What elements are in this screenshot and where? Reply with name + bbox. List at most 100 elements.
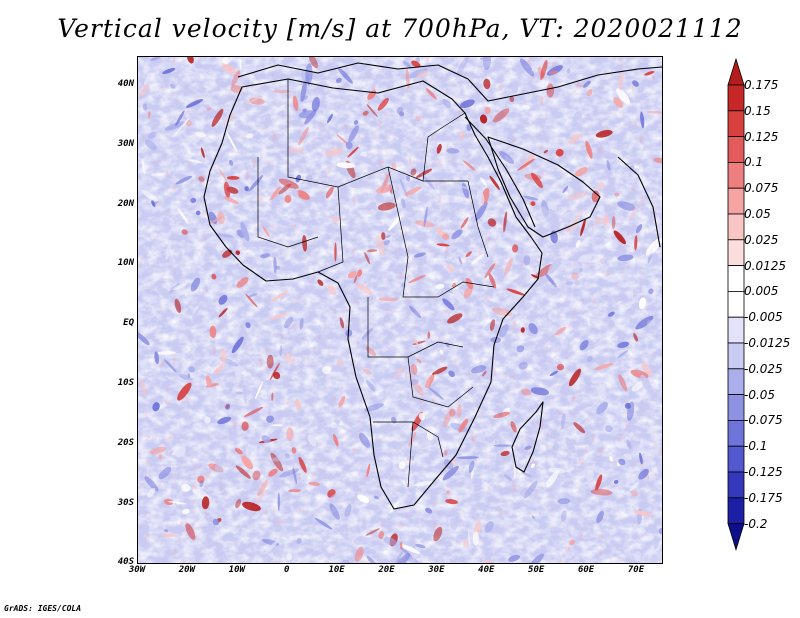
descent-cell: [393, 549, 404, 563]
descent-cell: [162, 68, 176, 74]
ascent-cell: [336, 134, 350, 146]
ascent-cell: [223, 181, 231, 198]
software-credit: GrADS: IGES/COLA: [4, 604, 82, 613]
descent-cell: [413, 252, 426, 258]
ascent-cell: [378, 297, 399, 302]
ascent-cell: [269, 312, 288, 320]
ascent-cell: [540, 59, 548, 80]
ascent-cell: [412, 340, 426, 345]
descent-cell: [299, 317, 304, 330]
ascent-cell: [338, 396, 346, 408]
descent-cell: [477, 141, 485, 158]
ascent-cell: [284, 195, 292, 203]
descent-cell: [175, 175, 193, 185]
descent-cell: [311, 96, 320, 112]
descent-cell: [439, 184, 447, 196]
ascent-cell: [158, 453, 163, 460]
descent-cell: [490, 228, 496, 235]
descent-cell: [182, 508, 190, 515]
descent-cell: [370, 201, 377, 208]
ascent-cell: [269, 362, 280, 381]
ascent-cell: [278, 178, 299, 189]
descent-cell: [258, 108, 276, 117]
descent-cell: [579, 267, 583, 272]
lon-label: 20E: [378, 565, 395, 575]
descent-cell: [645, 238, 662, 256]
descent-cell: [345, 141, 353, 150]
descent-cell: [225, 262, 239, 275]
descent-cell: [353, 120, 359, 125]
ascent-cell: [288, 489, 301, 493]
descent-cell: [281, 233, 288, 253]
descent-cell: [359, 155, 375, 166]
descent-cell: [640, 111, 645, 129]
descent-cell: [188, 112, 195, 125]
ascent-cell: [334, 242, 337, 262]
ascent-cell: [140, 379, 147, 397]
descent-cell: [138, 244, 144, 251]
descent-cell: [245, 133, 254, 139]
descent-cell: [456, 57, 469, 75]
ascent-cell: [586, 89, 593, 97]
ascent-cell: [327, 284, 337, 296]
descent-cell: [560, 510, 567, 522]
ascent-cell: [462, 540, 469, 547]
ascent-cell: [201, 496, 210, 510]
ascent-cell: [571, 272, 579, 280]
descent-cell: [342, 559, 350, 563]
descent-cell: [361, 328, 373, 340]
ascent-cell: [619, 71, 623, 91]
ascent-cell: [221, 62, 237, 75]
descent-cell: [520, 85, 524, 91]
descent-cell: [471, 77, 479, 83]
ascent-cell: [377, 97, 389, 111]
descent-cell: [170, 406, 191, 418]
descent-cell: [603, 152, 618, 160]
descent-cell: [537, 284, 558, 290]
descent-cell: [188, 132, 196, 145]
descent-cell: [302, 108, 307, 113]
colorbar-segment: [727, 471, 745, 499]
descent-cell: [402, 479, 406, 486]
ascent-cell: [580, 218, 586, 237]
ascent-cell: [244, 96, 262, 105]
descent-cell: [479, 251, 493, 265]
descent-cell: [383, 536, 398, 546]
descent-cell: [606, 275, 619, 283]
descent-cell: [167, 501, 188, 505]
ascent-cell: [187, 57, 194, 64]
descent-cell: [415, 543, 426, 549]
descent-cell: [574, 279, 581, 286]
coastlines: [203, 62, 662, 510]
ascent-cell: [408, 274, 426, 284]
descent-cell: [353, 536, 371, 545]
ascent-cell: [364, 252, 371, 265]
descent-cell: [449, 518, 458, 531]
ascent-cell: [546, 83, 555, 98]
descent-cell: [177, 208, 189, 224]
descent-cell: [425, 507, 433, 514]
descent-cell: [344, 504, 352, 518]
colorbar-segment: [727, 419, 745, 447]
ascent-cell: [641, 362, 653, 376]
descent-cell: [596, 401, 608, 415]
ascent-cell: [531, 274, 540, 279]
ascent-cell: [308, 481, 320, 487]
descent-cell: [548, 258, 562, 274]
descent-cell: [195, 210, 201, 216]
lat-label: 30N: [117, 138, 134, 149]
descent-cell: [641, 285, 648, 293]
colorbar-label: 0.1: [744, 155, 764, 170]
descent-cell: [175, 117, 190, 134]
descent-cell: [215, 233, 234, 238]
descent-cell: [165, 326, 172, 334]
descent-cell: [530, 387, 549, 396]
descent-cell: [395, 553, 411, 563]
descent-cell: [409, 305, 422, 319]
descent-cell: [591, 465, 608, 475]
descent-cell: [222, 57, 230, 65]
ascent-cell: [381, 232, 386, 240]
colorbar-label: 0.125: [744, 129, 779, 144]
ascent-cell: [163, 498, 174, 505]
descent-cell: [617, 349, 629, 359]
